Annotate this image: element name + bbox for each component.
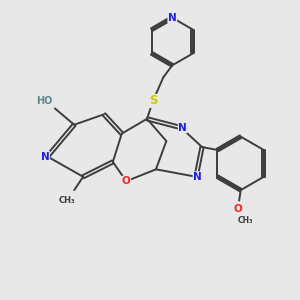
Text: CH₃: CH₃	[237, 216, 253, 225]
Text: N: N	[193, 172, 202, 182]
Text: N: N	[41, 152, 50, 161]
Text: O: O	[122, 176, 130, 186]
Text: CH₃: CH₃	[58, 196, 75, 205]
Text: N: N	[168, 13, 177, 23]
Text: S: S	[149, 94, 157, 107]
Text: O: O	[233, 204, 242, 214]
Text: N: N	[178, 123, 187, 133]
Text: HO: HO	[36, 96, 53, 106]
